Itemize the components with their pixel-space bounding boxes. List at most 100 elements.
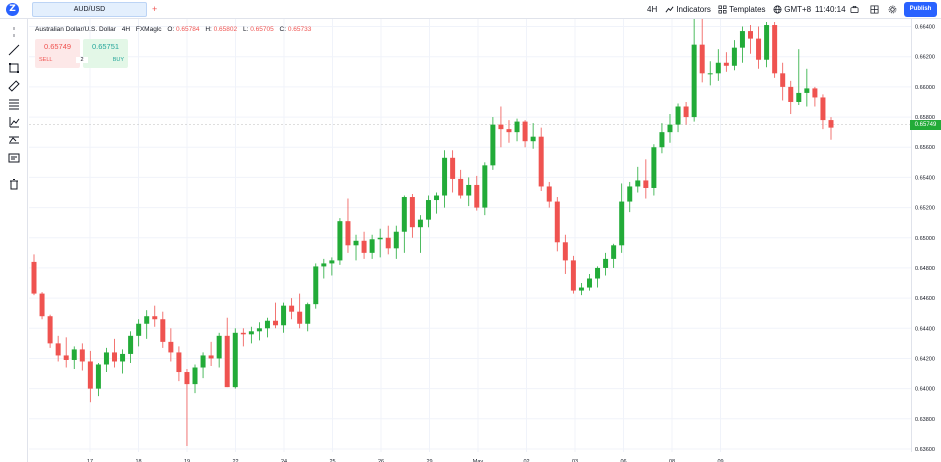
- publish-button[interactable]: Publish: [904, 2, 937, 17]
- candle-body: [240, 332, 246, 335]
- candle-body: [425, 200, 431, 220]
- candle-body: [232, 332, 238, 388]
- fib-retracement-tool[interactable]: [7, 97, 21, 111]
- candle-body: [796, 92, 802, 102]
- candle-body: [281, 305, 287, 326]
- candle-body: [812, 88, 818, 98]
- price-tick-label: 0.66200: [915, 55, 935, 61]
- legend-high-label: H:: [205, 26, 212, 33]
- candle-body: [562, 242, 568, 261]
- time-axis[interactable]: 17 18 19 22 24 25 26 29 May 02 03 06 08 09: [29, 452, 911, 462]
- time-tick-label: 06: [620, 459, 626, 462]
- candle-body: [176, 352, 182, 373]
- candle-body: [273, 320, 279, 326]
- candle-body: [570, 260, 576, 291]
- candle-body: [450, 157, 456, 179]
- candle-body: [208, 355, 214, 359]
- candle-body: [87, 361, 93, 389]
- candle-body: [55, 343, 61, 356]
- time-tick-label: 18: [135, 459, 141, 462]
- candle-body: [95, 364, 101, 389]
- candle-body: [313, 266, 319, 305]
- delete-drawings-tool[interactable]: [7, 177, 21, 191]
- drawing-toolbar: [0, 19, 28, 462]
- candle-body: [514, 121, 520, 133]
- candle-body: [820, 97, 826, 121]
- time-tick-label: 09: [717, 459, 723, 462]
- candle-body: [192, 367, 198, 385]
- candle-body: [659, 132, 665, 148]
- candle-body: [393, 231, 399, 249]
- text-tool[interactable]: [7, 151, 21, 165]
- pattern-tool[interactable]: [7, 115, 21, 129]
- spread-value: 2: [76, 57, 88, 63]
- timezone-button[interactable]: GMT+8: [773, 0, 811, 19]
- ruler-icon: [8, 80, 20, 92]
- candle-body: [337, 221, 343, 261]
- legend-interval: 4H: [121, 26, 131, 33]
- buy-button[interactable]: 0.65751 BUY: [83, 39, 128, 68]
- candle-body: [715, 62, 721, 74]
- time-tick-label: 25: [329, 459, 335, 462]
- layout-button[interactable]: [870, 0, 879, 19]
- app-logo-icon[interactable]: Z: [6, 3, 19, 16]
- candle-body: [47, 316, 53, 344]
- clock-time: 11:40:14: [815, 5, 846, 14]
- candle-body: [683, 106, 689, 118]
- candle-body: [635, 180, 641, 187]
- candle-body: [103, 352, 109, 365]
- fib-lines-icon: [9, 99, 19, 110]
- candle-body: [112, 352, 118, 362]
- top-toolbar: Z AUD/USD + 4H Indicators Templates GMT+…: [0, 0, 941, 19]
- candle-body: [691, 44, 697, 118]
- candle-body: [248, 331, 254, 335]
- price-chart[interactable]: [29, 19, 911, 452]
- time-tick-label: May: [473, 459, 484, 462]
- snapshot-button[interactable]: [850, 0, 859, 19]
- ruler-tool[interactable]: [7, 79, 21, 93]
- candles: [31, 19, 834, 446]
- candle-body: [747, 31, 753, 39]
- candle-body: [554, 201, 560, 243]
- candle-body: [675, 106, 681, 125]
- templates-button[interactable]: Templates: [718, 0, 766, 19]
- price-tick-label: 0.64600: [915, 296, 935, 302]
- legend-title[interactable]: Australian Dollar/U.S. Dollar: [35, 26, 116, 33]
- candle-body: [458, 178, 464, 196]
- symbol-tab[interactable]: AUD/USD: [32, 2, 147, 17]
- projection-tool[interactable]: [7, 133, 21, 147]
- settings-button[interactable]: [888, 0, 897, 19]
- add-tab-button[interactable]: +: [152, 4, 158, 14]
- candle-body: [772, 25, 778, 74]
- legend-low-label: L:: [242, 26, 249, 33]
- trend-line-icon: [8, 44, 20, 56]
- projection-icon: [9, 136, 19, 144]
- crosshair-tool[interactable]: [7, 25, 21, 39]
- pattern-icon: [9, 117, 20, 128]
- time-tick-label: 03: [572, 459, 578, 462]
- globe-icon: [773, 5, 782, 14]
- interval-button[interactable]: 4H: [647, 5, 658, 14]
- rectangle-tool[interactable]: [7, 61, 21, 75]
- time-tick-label: 19: [184, 459, 190, 462]
- indicators-icon: [665, 6, 674, 13]
- price-tick-label: 0.64400: [915, 326, 935, 332]
- price-tick-label: 0.66000: [915, 85, 935, 91]
- buy-price: 0.65751: [91, 42, 120, 51]
- candle-body: [667, 124, 673, 133]
- price-axis[interactable]: 0.66400 0.66200 0.66000 0.65800 0.65600 0.654…: [911, 19, 941, 453]
- candle-body: [434, 195, 440, 201]
- layout-grid-icon: [870, 5, 879, 14]
- symbol-legend: Australian Dollar/U.S. Dollar 4H FXMaglc…: [35, 26, 311, 33]
- candle-body: [345, 221, 351, 246]
- candle-body: [305, 304, 311, 324]
- sell-button[interactable]: 0.65749 SELL: [35, 39, 80, 68]
- indicators-button[interactable]: Indicators: [665, 0, 711, 19]
- candle-body: [627, 186, 633, 202]
- candle-body: [538, 136, 544, 187]
- candle-body: [224, 335, 230, 388]
- trend-line-tool[interactable]: [7, 43, 21, 57]
- price-tick-label: 0.65600: [915, 145, 935, 151]
- text-note-icon: [8, 153, 20, 163]
- time-tick-label: 08: [669, 459, 675, 462]
